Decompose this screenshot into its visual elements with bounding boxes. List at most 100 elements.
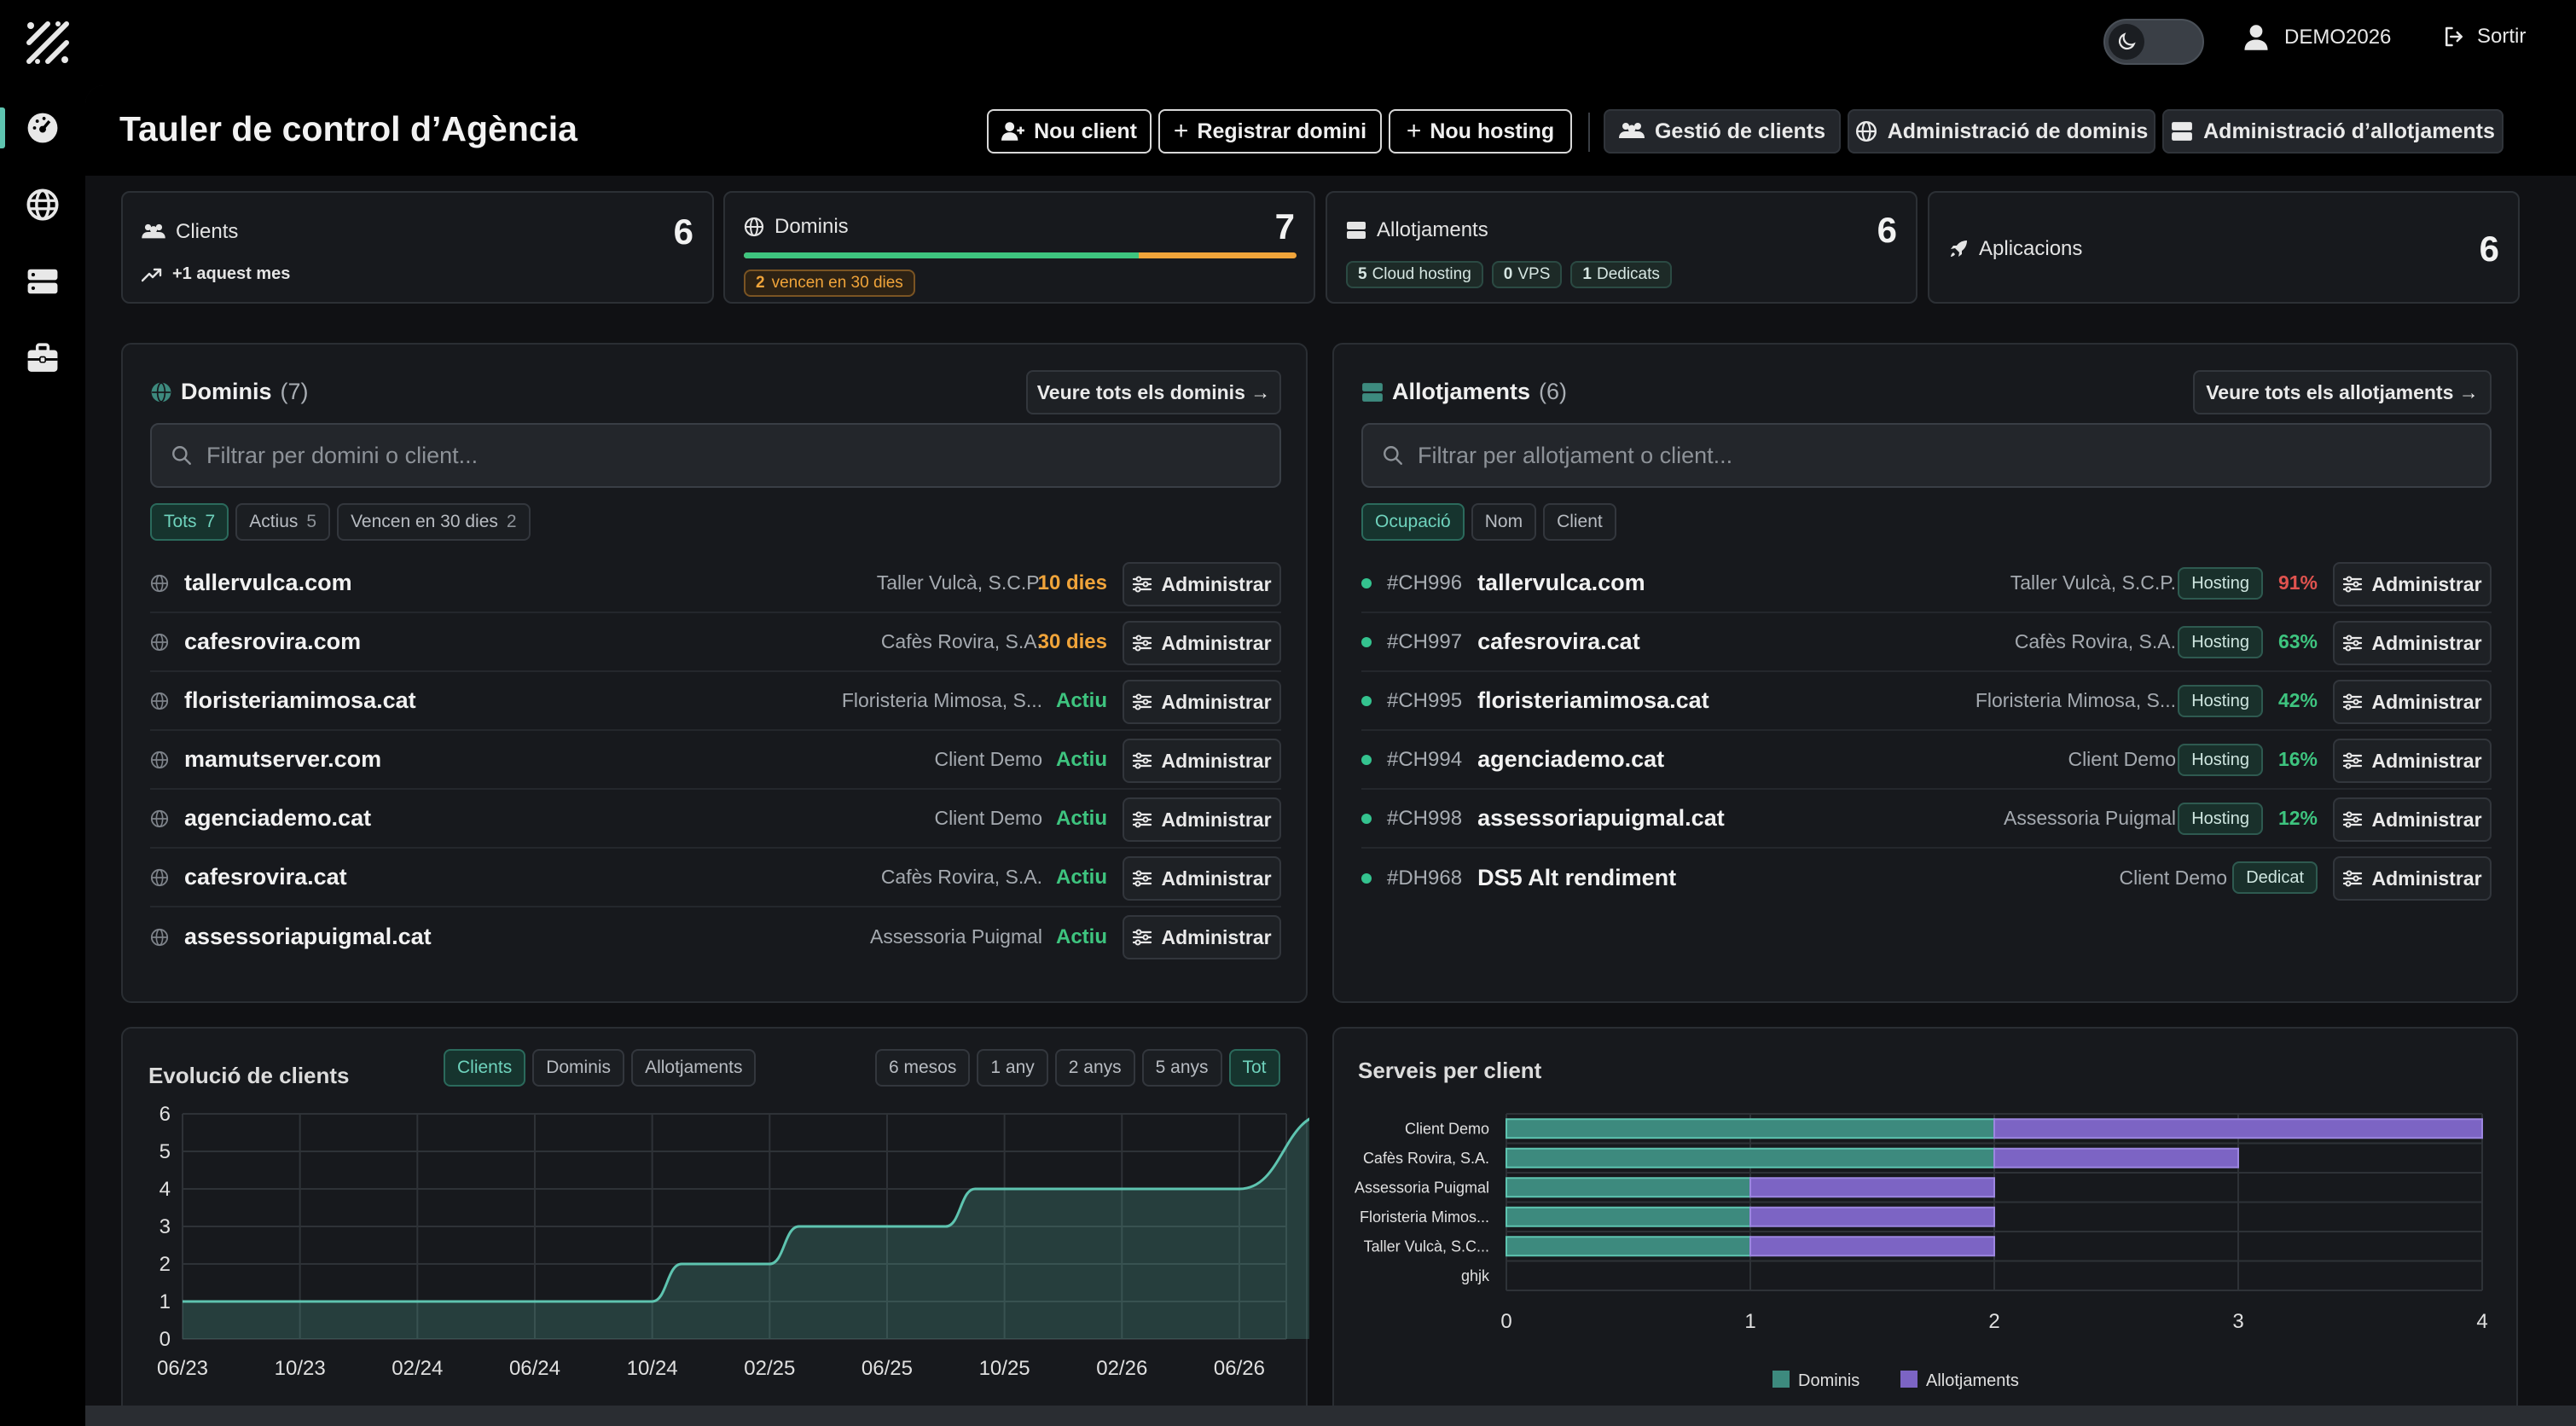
- domains-panel-title: Dominis (7): [150, 379, 309, 405]
- manage-hosting-button[interactable]: Administrar: [2333, 797, 2492, 842]
- brand-logo[interactable]: [24, 19, 72, 67]
- domain-name[interactable]: mamutserver.com: [184, 746, 382, 772]
- manage-domain-button[interactable]: Administrar: [1123, 562, 1281, 606]
- sidebar-item-domains[interactable]: [0, 171, 85, 239]
- domain-name[interactable]: tallervulca.com: [184, 570, 352, 595]
- bar-segment-dominis[interactable]: [1506, 1118, 1995, 1139]
- stat-card-clients[interactable]: Clients 6 +1 aquest mes: [121, 191, 714, 304]
- domain-name[interactable]: assessoriapuigmal.cat: [184, 924, 432, 949]
- stat-clients-value: 6: [673, 212, 693, 252]
- hosting-row: #CH996 tallervulca.com Taller Vulcà, S.C.P…: [1361, 554, 2492, 613]
- domains-progress-fill: [744, 252, 1139, 258]
- bar-segment-dominis[interactable]: [1506, 1236, 1751, 1257]
- hosting-list: #CH996 tallervulca.com Taller Vulcà, S.C.P…: [1361, 554, 2492, 907]
- bar-segment-dominis[interactable]: [1506, 1177, 1751, 1198]
- bar-segment-allotjaments[interactable]: [1749, 1236, 1995, 1257]
- manage-hosting-button[interactable]: Administrar: [2333, 621, 2492, 665]
- stat-card-hosting[interactable]: Allotjaments 6 5 Cloud hosting 0 VPS 1 Dedi…: [1326, 191, 1917, 304]
- manage-hosting-button[interactable]: Administrar: [2333, 562, 2492, 606]
- see-all-hosting-button[interactable]: Veure tots els allotjaments →: [2193, 370, 2492, 414]
- manage-hosting-button[interactable]: Administrar: [2333, 680, 2492, 724]
- range-tab-all[interactable]: Tot: [1228, 1049, 1280, 1087]
- domain-admin-button[interactable]: Administració de dominis: [1848, 109, 2155, 154]
- services-per-client-chart: 0 1 2 3 4 Client Demo Cafès Rovira, S.A. Assess…: [1355, 1113, 2488, 1390]
- bar-segment-allotjaments[interactable]: [1993, 1147, 2239, 1168]
- range-tab-2y[interactable]: 2 anys: [1054, 1049, 1135, 1087]
- header-divider: [1588, 113, 1590, 152]
- manage-domain-button[interactable]: Administrar: [1123, 915, 1281, 959]
- range-tab-6m[interactable]: 6 mesos: [875, 1049, 971, 1087]
- domain-name[interactable]: agenciademo.cat: [184, 805, 372, 831]
- manage-hosting-button[interactable]: Administrar: [2333, 739, 2492, 783]
- sort-chip-client[interactable]: Client: [1543, 503, 1616, 541]
- stat-card-apps[interactable]: Aplicacions 6: [1928, 191, 2520, 304]
- theme-toggle[interactable]: [2103, 19, 2204, 65]
- hosting-name[interactable]: assessoriapuigmal.cat: [1477, 805, 1725, 831]
- new-client-button[interactable]: Nou client: [987, 109, 1152, 154]
- y-tick-label: 2: [160, 1253, 171, 1276]
- range-tab-1y[interactable]: 1 any: [977, 1049, 1048, 1087]
- hosting-name[interactable]: cafesrovira.cat: [1477, 629, 1640, 654]
- sliders-icon: [1132, 752, 1152, 769]
- domain-name[interactable]: floristeriamimosa.cat: [184, 687, 416, 713]
- bar-segment-dominis[interactable]: [1506, 1206, 1751, 1227]
- metric-tab-hosting[interactable]: Allotjaments: [631, 1049, 757, 1087]
- filter-chip-expiring[interactable]: Vencen en 30 dies 2: [337, 503, 531, 541]
- manage-domain-button[interactable]: Administrar: [1123, 797, 1281, 842]
- sidebar-item-hosting[interactable]: [0, 247, 85, 316]
- client-evolution-chart: 0 1 2 3 4 5 6 06/23 10/23 02/24 06/24 10/24 02/25 06/…: [157, 1103, 1309, 1380]
- status-dot: [1361, 754, 1372, 765]
- hosting-admin-button[interactable]: Administració d’allotjaments: [2162, 109, 2503, 154]
- sidebar-item-dashboard[interactable]: [0, 94, 85, 162]
- sidebar: [0, 85, 85, 1426]
- y-tick-label: 3: [160, 1215, 171, 1238]
- hosting-name[interactable]: floristeriamimosa.cat: [1477, 687, 1709, 713]
- domain-status: Actiu: [1056, 865, 1107, 889]
- bar-segment-allotjaments[interactable]: [1749, 1177, 1995, 1198]
- x-tick-label: 4: [2476, 1310, 2487, 1333]
- sort-chip-name[interactable]: Nom: [1471, 503, 1537, 541]
- register-domain-button[interactable]: + Registrar domini: [1158, 109, 1382, 154]
- manage-domain-button[interactable]: Administrar: [1123, 680, 1281, 724]
- manage-label: Administrar: [2371, 690, 2482, 713]
- logout-button[interactable]: Sortir: [2441, 24, 2526, 49]
- domain-row: agenciademo.cat Client Demo Actiu Administr…: [150, 790, 1281, 849]
- manage-hosting-button[interactable]: Administrar: [2333, 856, 2492, 901]
- hosting-name[interactable]: tallervulca.com: [1477, 570, 1645, 595]
- chip-label: Actius: [249, 512, 299, 531]
- manage-domain-button[interactable]: Administrar: [1123, 621, 1281, 665]
- stat-clients-label: Clients: [176, 220, 239, 243]
- filter-chip-active[interactable]: Actius 5: [235, 503, 331, 541]
- domain-status: Actiu: [1056, 747, 1107, 771]
- hosting-search-input[interactable]: [1418, 442, 2490, 469]
- metric-tab-clients[interactable]: Clients: [444, 1049, 526, 1087]
- sort-chip-usage[interactable]: Ocupació: [1361, 503, 1465, 541]
- domain-client: Cafès Rovira, S.A.: [880, 630, 1042, 652]
- bar-segment-allotjaments[interactable]: [1749, 1206, 1995, 1227]
- briefcase-icon: [27, 343, 58, 372]
- bar-segment-dominis[interactable]: [1506, 1147, 1995, 1168]
- domain-search-input[interactable]: [206, 442, 1279, 469]
- new-hosting-label: Nou hosting: [1430, 119, 1555, 143]
- filter-chip-all[interactable]: Tots 7: [150, 503, 229, 541]
- new-hosting-button[interactable]: + Nou hosting: [1389, 109, 1572, 154]
- user-menu[interactable]: DEMO2026: [2243, 24, 2391, 51]
- hosting-name[interactable]: DS5 Alt rendiment: [1477, 865, 1677, 890]
- client-management-button[interactable]: Gestió de clients: [1604, 109, 1841, 154]
- domain-name[interactable]: cafesrovira.com: [184, 629, 362, 654]
- metric-tab-domains[interactable]: Dominis: [532, 1049, 625, 1087]
- bottom-scroll-strip[interactable]: [85, 1406, 2576, 1426]
- stat-card-domains[interactable]: Dominis 7 2 vencen en 30 dies: [723, 191, 1315, 304]
- range-tab-5y[interactable]: 5 anys: [1141, 1049, 1222, 1087]
- stat-domains-label: Dominis: [775, 215, 849, 238]
- bar-segment-allotjaments[interactable]: [1993, 1118, 2483, 1139]
- y-tick-label: 5: [160, 1140, 171, 1163]
- sliders-icon: [2342, 811, 2363, 828]
- user-icon: [2244, 25, 2268, 50]
- manage-domain-button[interactable]: Administrar: [1123, 739, 1281, 783]
- see-all-domains-button[interactable]: Veure tots els dominis →: [1026, 370, 1281, 414]
- manage-domain-button[interactable]: Administrar: [1123, 856, 1281, 901]
- domain-name[interactable]: cafesrovira.cat: [184, 864, 347, 890]
- sidebar-item-clients[interactable]: [0, 324, 85, 392]
- hosting-name[interactable]: agenciademo.cat: [1477, 746, 1665, 772]
